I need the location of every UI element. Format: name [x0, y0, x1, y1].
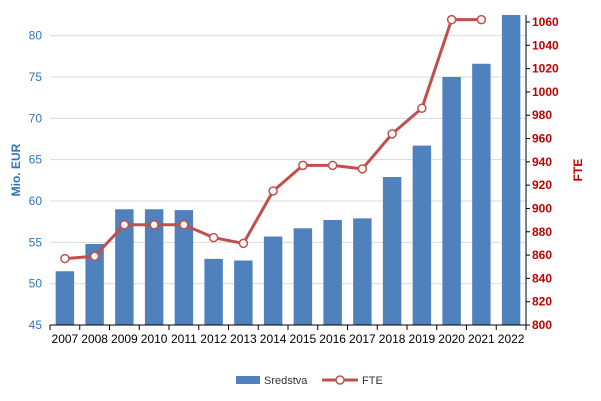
bar-2015 [293, 228, 313, 325]
x-tick-label-2020: 2020 [438, 332, 465, 346]
y-right-tick-label: 1060 [532, 15, 559, 29]
bar-2009 [115, 209, 134, 325]
bar-2019 [412, 145, 432, 325]
bar-2007 [55, 271, 75, 325]
fte-point-2008 [89, 251, 100, 261]
y-axis-right-title: FTE [571, 159, 585, 182]
legend-swatch-fte-marker [335, 375, 345, 385]
fte-point-2016 [327, 160, 338, 171]
x-tick-label-2017: 2017 [349, 332, 376, 346]
bar-2020 [442, 77, 461, 325]
bar-2010 [144, 209, 164, 325]
fte-point-2013 [238, 238, 249, 249]
fte-point-2007 [60, 253, 70, 264]
x-tick-label-2010: 2010 [141, 332, 168, 346]
y-left-tick-label: 65 [29, 153, 43, 167]
fte-point-2011 [179, 220, 189, 230]
y-left-tick-label: 80 [29, 29, 43, 43]
x-tick-label-2012: 2012 [200, 332, 227, 346]
legend: Sredstva FTE [236, 375, 383, 387]
y-axis-left-title: Mio. EUR [9, 143, 23, 196]
bar-2008 [85, 243, 104, 325]
y-right-tick-label: 840 [532, 271, 552, 285]
bar-2016 [323, 220, 342, 325]
y-left-tick-label: 70 [29, 111, 43, 125]
axes: 45 50 55 60 65 70 75 80 800 820 840 860 880 900 920 940… [29, 15, 559, 346]
y-right-tick-label: 1000 [532, 85, 559, 99]
y-right-tick-label: 800 [532, 318, 552, 332]
bar-series-sredstva [55, 15, 521, 325]
bar-2012 [204, 258, 223, 325]
legend-label-fte: FTE [362, 375, 383, 387]
bar-2017 [353, 218, 372, 325]
y-left-tick-label: 60 [29, 194, 43, 208]
x-tick-label-2015: 2015 [290, 332, 317, 346]
y-right-tick-label: 940 [532, 155, 552, 169]
x-tick-label-2018: 2018 [379, 332, 406, 346]
y-right-tick-label: 1040 [532, 38, 559, 52]
y-right-tick-label: 820 [532, 295, 552, 309]
x-tick-label-2008: 2008 [81, 332, 108, 346]
y-left-tick-label: 55 [29, 235, 43, 249]
fte-point-2010 [149, 220, 159, 230]
x-tick-label-2016: 2016 [319, 332, 346, 346]
x-tick-label-2009: 2009 [111, 332, 138, 346]
bar-2011 [174, 210, 194, 325]
fte-point-2019 [417, 103, 427, 113]
y-right-tick-label: 980 [532, 108, 552, 122]
x-tick-label-2019: 2019 [409, 332, 436, 346]
bar-2021 [472, 63, 491, 325]
bar-2014 [263, 236, 283, 325]
y-left-tick-label: 45 [29, 318, 43, 332]
y-left-tick-label: 75 [29, 70, 43, 84]
x-tick-label-2007: 2007 [52, 332, 79, 346]
bar-2018 [382, 177, 402, 325]
x-tick-label-2022: 2022 [498, 332, 525, 346]
fte-point-2021 [476, 14, 487, 25]
bar-2013 [234, 260, 253, 325]
legend-label-sredstva: Sredstva [264, 375, 308, 387]
line-series-fte [60, 14, 487, 264]
fte-point-2020 [446, 14, 457, 25]
legend-swatch-sredstva [236, 376, 260, 384]
y-right-tick-label: 1020 [532, 62, 559, 76]
y-right-tick-label: 960 [532, 132, 552, 146]
y-left-tick-label: 50 [29, 277, 43, 291]
fte-point-2018 [387, 129, 397, 139]
fte-point-2014 [268, 186, 278, 196]
x-tick-label-2011: 2011 [171, 332, 197, 346]
y-right-tick-label: 880 [532, 225, 552, 239]
fte-point-2015 [298, 160, 308, 171]
x-tick-label-2021: 2021 [468, 332, 495, 346]
x-tick-label-2013: 2013 [230, 332, 257, 346]
fte-point-2017 [357, 164, 368, 174]
x-tick-label-2014: 2014 [260, 332, 287, 346]
y-right-tick-label: 920 [532, 178, 552, 192]
fte-point-2009 [119, 220, 130, 230]
bar-2022 [501, 15, 521, 325]
y-right-tick-label: 900 [532, 201, 552, 215]
fte-point-2012 [208, 232, 219, 243]
y-right-tick-label: 860 [532, 248, 552, 262]
